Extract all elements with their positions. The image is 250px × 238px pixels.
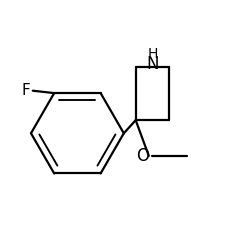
Text: H: H — [148, 47, 158, 60]
Text: N: N — [146, 55, 159, 73]
Text: O: O — [136, 147, 149, 165]
Text: F: F — [22, 83, 30, 98]
